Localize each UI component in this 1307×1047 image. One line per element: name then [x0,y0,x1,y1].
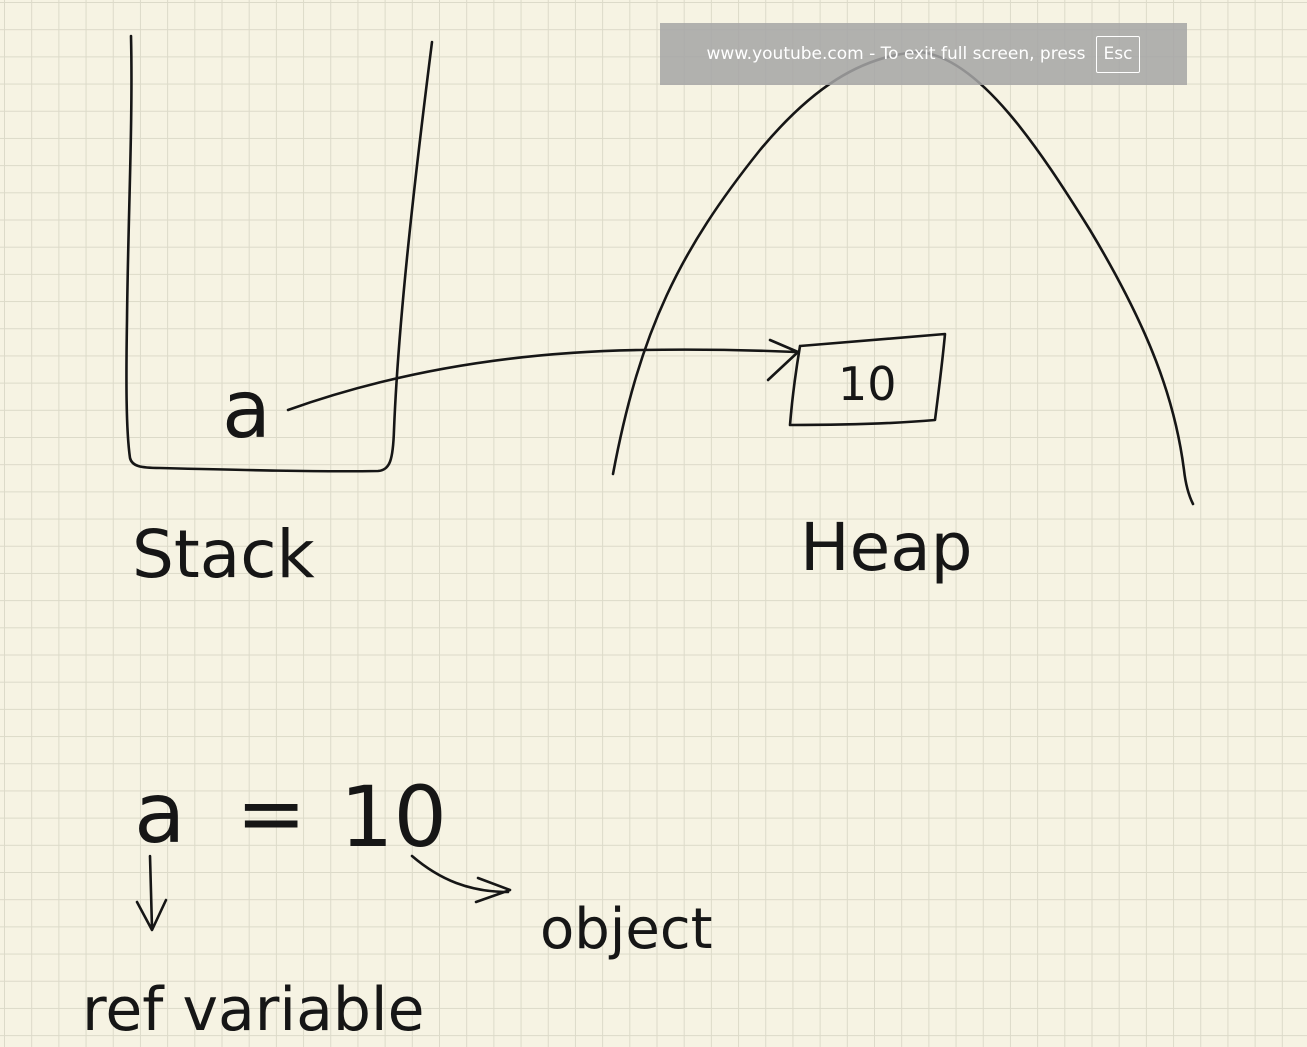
statement-value: 10 [340,768,447,866]
stack-variable-label: a [222,363,271,456]
heap-object-box [788,332,947,427]
object-arrow [410,854,512,904]
statement-variable: a [134,764,185,862]
reference-arrow [286,348,798,412]
stack-label: Stack [132,516,316,593]
heap-boundary [611,50,1195,506]
statement-operator: = [236,764,306,862]
stack-container [125,34,434,473]
fullscreen-exit-notice: www.youtube.com - To exit full screen, p… [660,23,1187,85]
reference-arrow-head [766,338,800,382]
heap-object-value: 10 [838,357,897,411]
fullscreen-notice-text: www.youtube.com - To exit full screen, p… [706,44,1086,64]
ref-arrow [135,854,168,932]
object-label: object [540,897,713,962]
ref-variable-label: ref variable [82,975,425,1045]
heap-label: Heap [800,509,973,586]
esc-key-hint[interactable]: Esc [1095,35,1141,73]
